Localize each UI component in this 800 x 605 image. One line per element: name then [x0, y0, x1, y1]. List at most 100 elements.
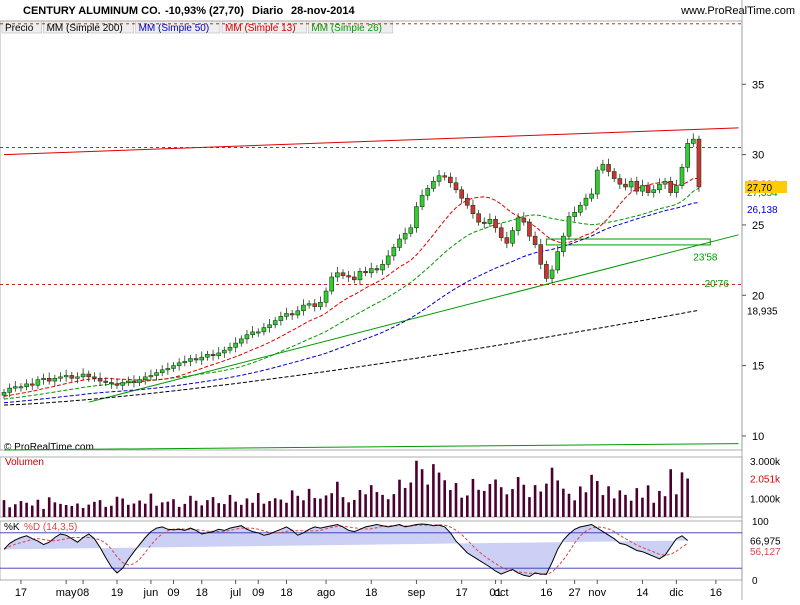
volume-bar [336, 481, 339, 517]
volume-bar [155, 505, 158, 517]
volume-bar [319, 498, 322, 517]
volume-bar [618, 490, 622, 517]
volume-bar [279, 499, 283, 517]
volume-bar [499, 487, 503, 517]
candle-body [510, 230, 515, 244]
price-y-tick-label: 10 [752, 431, 764, 443]
volume-bar [200, 505, 204, 517]
candle-body [80, 373, 86, 378]
candle-body [357, 271, 363, 281]
volume-bar [234, 501, 237, 517]
x-tick-label: 27 [569, 587, 581, 599]
candle-body [617, 178, 623, 185]
candle-body [380, 264, 385, 271]
volume-bar [177, 506, 181, 517]
x-tick-label: 16 [540, 587, 552, 599]
candle-body [368, 268, 374, 274]
volume-bar [104, 506, 107, 517]
candle-body [312, 303, 318, 307]
candle-body [346, 275, 351, 278]
stoch-tick-label: 0 [752, 576, 758, 587]
volume-bar [296, 495, 300, 517]
stoch-d-last-label: 56,127 [750, 547, 781, 558]
x-tick-label: 16 [710, 587, 722, 599]
candle-body [261, 327, 267, 333]
volume-bar [488, 484, 492, 517]
header-period: Diario [252, 5, 283, 17]
candle-body [577, 204, 583, 213]
volume-bar [403, 487, 407, 517]
candle-body [544, 264, 549, 279]
volume-bar [369, 485, 373, 517]
candle-body [402, 233, 408, 240]
volume-bar [211, 497, 215, 517]
candle-body [651, 189, 657, 193]
volume-bar [160, 502, 164, 517]
volume-bar [454, 483, 458, 517]
candle-body [374, 268, 380, 271]
candle-body [623, 183, 628, 188]
trendline [3, 443, 739, 451]
candle-body [182, 361, 188, 364]
volume-bar [579, 486, 582, 517]
candle-body [391, 247, 397, 257]
candle-body [351, 276, 357, 281]
candle-body [549, 269, 555, 279]
volume-bar [658, 490, 661, 517]
volume-bar [398, 479, 401, 517]
volume-tick-label: 3.000k [750, 457, 781, 468]
volume-bar [584, 492, 588, 517]
volume-bar [166, 501, 170, 517]
candle-body [216, 352, 221, 357]
x-tick-label: sep [408, 587, 426, 599]
volume-bar [624, 494, 627, 517]
volume-bar [364, 494, 367, 517]
volume-bar [81, 508, 85, 517]
volume-bar [324, 495, 328, 517]
candle-body [504, 237, 510, 244]
candle-body [210, 354, 216, 357]
price-y-tick-label: 20 [752, 290, 764, 302]
candle-body [250, 331, 255, 335]
volume-bar [550, 467, 554, 517]
volume-bar [59, 503, 62, 517]
candle-body [555, 251, 561, 271]
volume-bar [290, 490, 294, 517]
volume-bar [132, 503, 136, 517]
candle-body [448, 176, 453, 184]
volume-bar [646, 485, 650, 517]
volume-bar [76, 503, 79, 517]
legend-item: MM (Simple 26) [311, 23, 382, 34]
volume-bar [426, 484, 430, 517]
x-tick-label: jun [143, 587, 159, 599]
volume-bar [228, 494, 232, 517]
candle-body [159, 369, 165, 373]
volume-bar [392, 494, 396, 517]
volume-bar [409, 482, 413, 517]
x-tick-label: 08 [77, 587, 89, 599]
volume-bar [505, 494, 509, 517]
candle-body [527, 221, 532, 237]
volume-bar [652, 502, 656, 517]
annotation-label: 20'76 [705, 279, 730, 290]
stoch-fill [4, 524, 688, 577]
candle-body [97, 377, 103, 382]
candle-body [52, 377, 58, 382]
volume-bar [595, 481, 599, 517]
price-y-tick-label: 15 [752, 361, 764, 373]
candle-body [278, 316, 284, 321]
volume-bar [30, 505, 34, 517]
annotation-label: 23'58 [693, 252, 718, 263]
volume-bar [358, 490, 362, 517]
volume-bar [121, 498, 124, 517]
candle-body [171, 365, 176, 369]
volume-bar [443, 480, 446, 517]
candle-body [255, 331, 261, 334]
candle-body [41, 377, 46, 380]
x-tick-label: oct [494, 587, 509, 599]
volume-bar [562, 488, 565, 517]
candle-body [363, 271, 368, 274]
x-tick-label: may [56, 587, 77, 599]
volume-bar [686, 478, 689, 517]
candle-body [634, 181, 640, 192]
